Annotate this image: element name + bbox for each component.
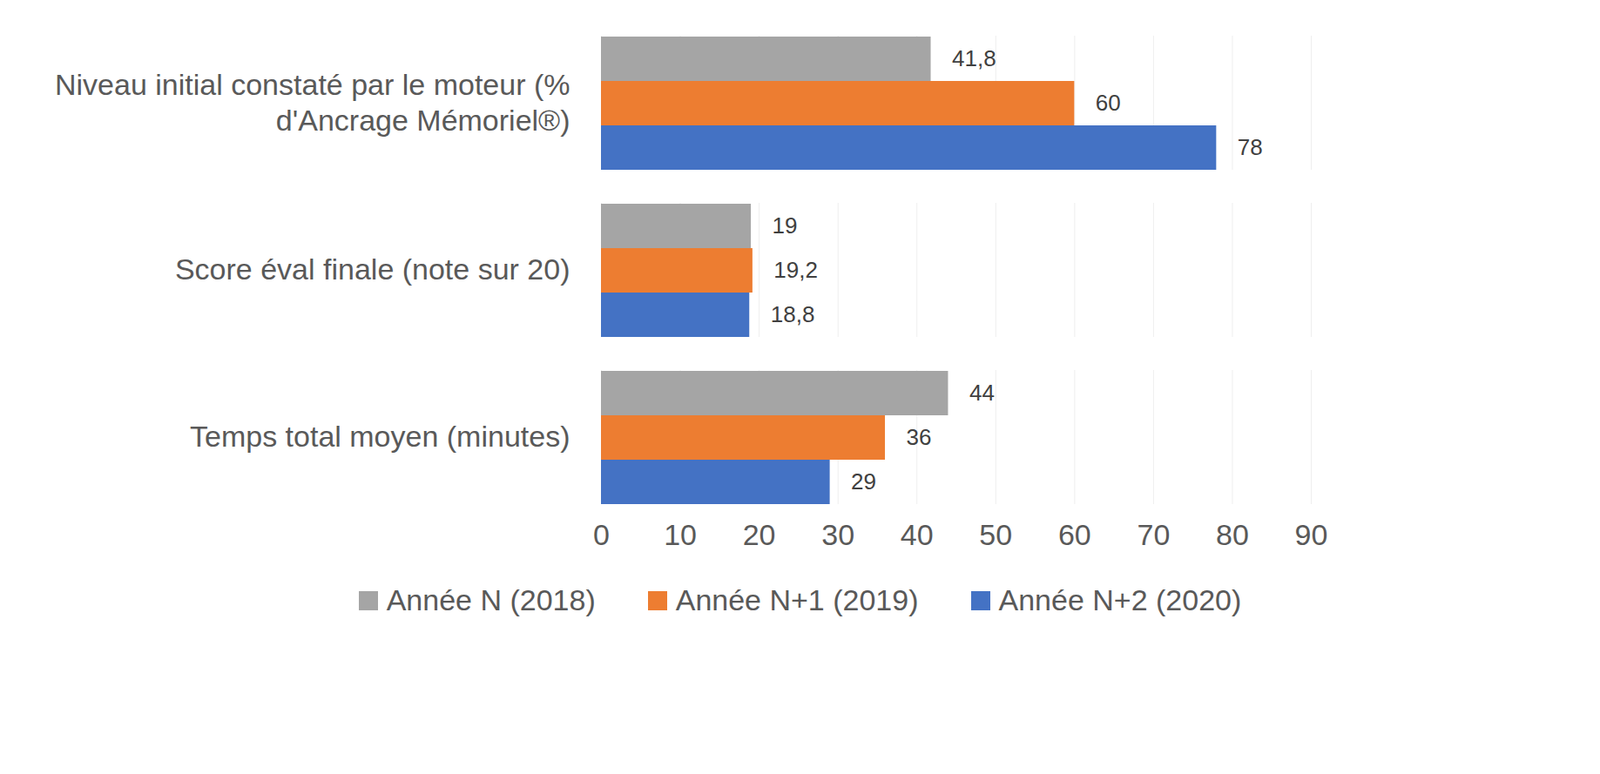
svg-text:40: 40 bbox=[900, 518, 934, 552]
svg-text:Score éval finale (note sur 20: Score éval finale (note sur 20) bbox=[175, 252, 571, 286]
html-text:Année N+2 (2020): Année N+2 (2020) bbox=[998, 583, 1242, 617]
svg-text:10: 10 bbox=[663, 518, 697, 552]
svg-text:41,8: 41,8 bbox=[951, 45, 997, 72]
svg-text:78: 78 bbox=[1237, 134, 1263, 161]
svg-text:19,2: 19,2 bbox=[773, 256, 818, 284]
svg-text:90: 90 bbox=[1295, 518, 1329, 552]
svg-text:36: 36 bbox=[906, 424, 932, 451]
html-text:Année N (2018): Année N (2018) bbox=[386, 583, 596, 617]
svg-text:80: 80 bbox=[1215, 518, 1249, 552]
svg-text:0: 0 bbox=[593, 518, 610, 552]
svg-text:29: 29 bbox=[850, 468, 877, 495]
svg-text:44: 44 bbox=[969, 379, 995, 406]
svg-text:70: 70 bbox=[1136, 518, 1170, 552]
svg-text:Temps total moyen (minutes): Temps total moyen (minutes) bbox=[189, 419, 571, 453]
svg-text:50: 50 bbox=[978, 518, 1013, 552]
svg-text:Niveau initial constaté par le: Niveau initial constaté par le moteur (%… bbox=[54, 67, 571, 137]
svg-text:20: 20 bbox=[742, 518, 777, 552]
svg-text:60: 60 bbox=[1058, 518, 1092, 552]
svg-text:60: 60 bbox=[1095, 89, 1121, 116]
svg-text:19: 19 bbox=[772, 212, 798, 239]
svg-text:18,8: 18,8 bbox=[770, 301, 816, 328]
svg-text:30: 30 bbox=[821, 518, 855, 552]
html-text:Année N+1 (2019): Année N+1 (2019) bbox=[675, 583, 919, 617]
